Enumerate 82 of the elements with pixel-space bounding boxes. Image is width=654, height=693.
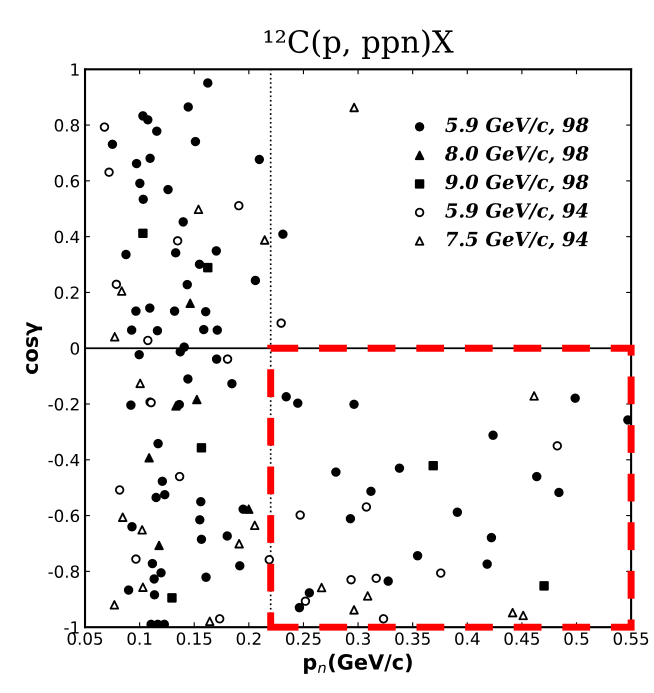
point <box>203 262 212 272</box>
point <box>167 593 177 603</box>
point <box>436 568 446 578</box>
x-tick-label: 0.1 <box>127 632 152 645</box>
point <box>552 441 562 451</box>
point <box>100 122 110 132</box>
point <box>250 520 260 530</box>
point <box>529 391 539 401</box>
y-tick-label: 0 <box>70 342 80 355</box>
point <box>508 608 518 618</box>
point <box>104 168 114 177</box>
point <box>114 485 124 495</box>
point <box>131 554 141 564</box>
point <box>362 591 372 601</box>
y-axis-title: cosγ <box>26 322 42 374</box>
point <box>222 354 232 364</box>
y-tick-label: 0.8 <box>54 119 80 132</box>
legend-label: 8.0 GeV/c, 98 <box>445 146 588 164</box>
legend-label: 7.5 GeV/c, 94 <box>446 232 588 250</box>
point <box>234 539 244 548</box>
point <box>110 332 120 342</box>
point <box>518 610 528 620</box>
x-tick-label: 0.55 <box>614 632 648 645</box>
y-tick-label: 0.2 <box>54 286 78 300</box>
point <box>143 336 153 346</box>
point <box>112 280 122 290</box>
x-tick-label: 0.3 <box>346 632 370 645</box>
point <box>428 460 438 470</box>
point <box>316 582 326 592</box>
legend-label: 9.0 GeV/c, 98 <box>445 174 588 192</box>
point <box>194 204 204 214</box>
x-tick-label: 0.05 <box>68 632 102 645</box>
point <box>205 616 214 626</box>
point <box>260 235 270 245</box>
point <box>192 394 202 404</box>
y-tick-label: -0.4 <box>48 454 80 466</box>
point <box>172 236 182 246</box>
point <box>244 504 254 514</box>
point <box>371 574 381 584</box>
point <box>264 554 274 564</box>
x-axis-title: p$_{n}$(GeV/c) <box>304 654 412 674</box>
point <box>349 102 359 112</box>
point <box>185 298 195 308</box>
x-tick-label: 0.15 <box>176 632 212 645</box>
point <box>346 575 356 584</box>
point <box>174 472 184 482</box>
point <box>110 600 120 610</box>
point <box>300 596 310 606</box>
point <box>137 525 147 535</box>
chart-title: ¹²C(p, ppn)X <box>264 29 454 59</box>
y-tick-label: 0.6 <box>54 174 80 188</box>
y-tick-label: 1 <box>71 63 79 76</box>
x-tick-label: 0.45 <box>504 632 539 645</box>
y-tick-label: -0.6 <box>48 510 80 522</box>
x-tick-label: 0.25 <box>286 632 321 645</box>
x-tick-label: 0.5 <box>564 632 588 645</box>
point <box>171 401 181 411</box>
point <box>138 228 148 238</box>
point <box>378 614 388 624</box>
point <box>118 512 128 522</box>
point <box>276 318 286 328</box>
legend-label: 5.9 GeV/c, 98 <box>445 117 588 136</box>
point <box>234 200 244 210</box>
point <box>196 443 206 453</box>
point <box>362 502 372 512</box>
y-tick-label: -0.2 <box>48 398 78 411</box>
x-tick-label: 0.2 <box>236 632 260 645</box>
y-tick-label: -1 <box>64 621 79 634</box>
legend-label: 5.9 GeV/c, 94 <box>445 203 588 221</box>
point <box>117 286 126 296</box>
point <box>214 614 224 624</box>
point <box>135 378 145 388</box>
point <box>144 453 154 463</box>
y-tick-label: 0.4 <box>54 230 80 244</box>
point <box>138 582 148 592</box>
y-tick-label: -0.8 <box>48 565 80 578</box>
point <box>349 605 359 615</box>
point <box>154 540 164 550</box>
point <box>539 581 549 591</box>
x-tick-label: 0.35 <box>395 632 430 645</box>
point <box>295 510 305 520</box>
x-tick-label: 0.4 <box>455 632 480 645</box>
